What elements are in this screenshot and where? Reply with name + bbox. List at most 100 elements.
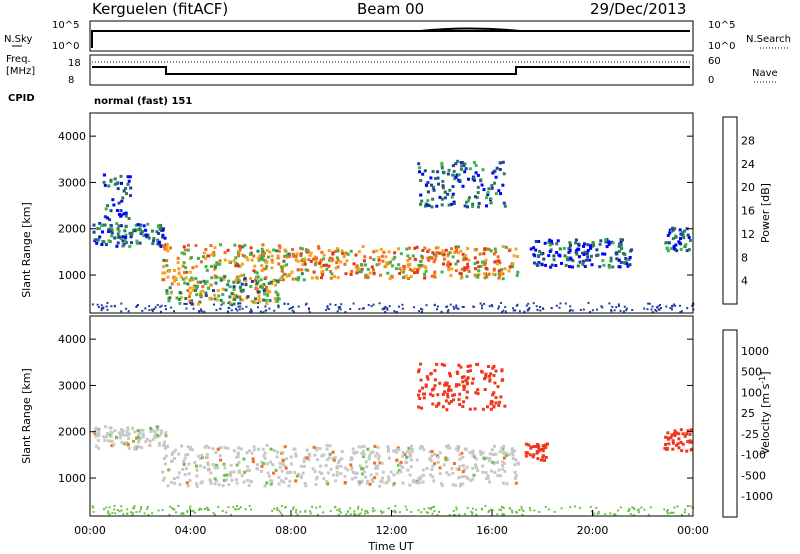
- echo-cell: [262, 267, 266, 271]
- echo-cell: [423, 272, 426, 276]
- echo-cell: [270, 258, 274, 262]
- echo-cell: [534, 248, 538, 252]
- echo-cell: [410, 450, 414, 453]
- ground-scatter-cell: [509, 507, 512, 510]
- echo-cell: [307, 458, 311, 462]
- echo-cell: [462, 258, 466, 262]
- echo-cell: [115, 244, 119, 248]
- echo-cell: [512, 449, 516, 453]
- echo-cell: [537, 261, 541, 265]
- echo-cell: [169, 246, 172, 250]
- echo-cell: [198, 300, 202, 304]
- echo-cell: [124, 441, 128, 444]
- echo-cell: [421, 480, 425, 484]
- echo-cell: [247, 484, 251, 487]
- echo-cell: [433, 378, 437, 382]
- ground-scatter-cell: [183, 302, 186, 305]
- echo-cell: [120, 181, 123, 185]
- echo-cell: [474, 466, 478, 470]
- echo-cell: [275, 450, 279, 454]
- ground-scatter-cell: [539, 309, 542, 312]
- echo-cell: [277, 244, 281, 248]
- ground-scatter-cell: [220, 303, 223, 306]
- echo-cell: [189, 446, 193, 450]
- echo-cell: [628, 256, 632, 259]
- echo-cell: [486, 191, 490, 195]
- ground-scatter-cell: [107, 512, 110, 515]
- echo-cell: [145, 437, 149, 441]
- ground-scatter-cell: [297, 305, 300, 308]
- ground-scatter-cell: [177, 504, 180, 507]
- ground-scatter-cell: [672, 303, 675, 306]
- ground-scatter-cell: [569, 308, 572, 311]
- echo-cell: [437, 182, 440, 186]
- echo-cell: [403, 264, 407, 268]
- echo-cell: [537, 449, 541, 453]
- ground-scatter-cell: [483, 302, 486, 305]
- echo-cell: [686, 233, 690, 237]
- echo-cell: [300, 247, 304, 251]
- colorbar-frame: [722, 329, 738, 518]
- echo-cell: [419, 362, 423, 366]
- echo-cell: [371, 268, 375, 272]
- echo-cell: [412, 479, 416, 483]
- echo-cell: [365, 481, 369, 485]
- colorbar-frame: [722, 116, 738, 305]
- echo-cell: [199, 290, 203, 294]
- ground-scatter-cell: [593, 512, 596, 515]
- echo-cell: [665, 447, 669, 451]
- echo-cell: [440, 164, 444, 168]
- echo-cell: [180, 444, 183, 448]
- echo-cell: [193, 461, 197, 464]
- echo-cell: [479, 178, 483, 182]
- echo-cell: [173, 448, 177, 452]
- echo-cell: [483, 247, 487, 251]
- echo-cell: [246, 479, 250, 482]
- echo-cell: [240, 282, 244, 286]
- echo-cell: [327, 471, 330, 475]
- echo-cell: [295, 277, 298, 281]
- echo-cell: [527, 443, 531, 447]
- echo-cell: [671, 441, 675, 445]
- echo-cell: [454, 249, 458, 253]
- ground-scatter-cell: [262, 311, 265, 314]
- ground-scatter-cell: [107, 510, 110, 513]
- ground-scatter-cell: [516, 511, 518, 514]
- echo-cell: [483, 263, 487, 266]
- echo-cell: [264, 276, 268, 280]
- ground-scatter-cell: [137, 304, 139, 306]
- echo-cell: [162, 476, 166, 480]
- echo-cell: [424, 384, 428, 388]
- ground-scatter-cell: [113, 504, 116, 507]
- echo-cell: [213, 297, 217, 301]
- echo-cell: [607, 243, 611, 246]
- echo-cell: [122, 212, 126, 216]
- ground-scatter-cell: [308, 311, 311, 314]
- echo-cell: [532, 445, 536, 448]
- echo-cell: [223, 275, 227, 279]
- x-tick-label: 16:00: [476, 524, 508, 537]
- ground-scatter-cell: [292, 310, 295, 313]
- echo-cell: [432, 479, 436, 483]
- echo-cell: [223, 473, 227, 477]
- echo-cell: [499, 270, 503, 274]
- echo-cell: [336, 247, 340, 251]
- echo-cell: [267, 281, 271, 285]
- colorbar-tick-label: 12: [741, 228, 755, 241]
- nsky-tick-bottom-right: 10^0: [708, 41, 735, 52]
- echo-cell: [433, 270, 437, 274]
- echo-cell: [342, 253, 346, 257]
- ground-scatter-cell: [146, 506, 149, 508]
- echo-cell: [408, 473, 412, 477]
- echo-cell: [487, 187, 491, 191]
- echo-cell: [391, 483, 395, 487]
- echo-cell: [496, 255, 500, 259]
- echo-cell: [221, 301, 225, 305]
- ground-scatter-cell: [97, 306, 100, 309]
- echo-cell: [353, 451, 357, 455]
- ground-scatter-cell: [579, 506, 582, 509]
- echo-cell: [319, 265, 323, 269]
- echo-cell: [247, 469, 251, 473]
- ground-scatter-cell: [227, 301, 230, 304]
- ground-scatter-cell: [169, 505, 172, 508]
